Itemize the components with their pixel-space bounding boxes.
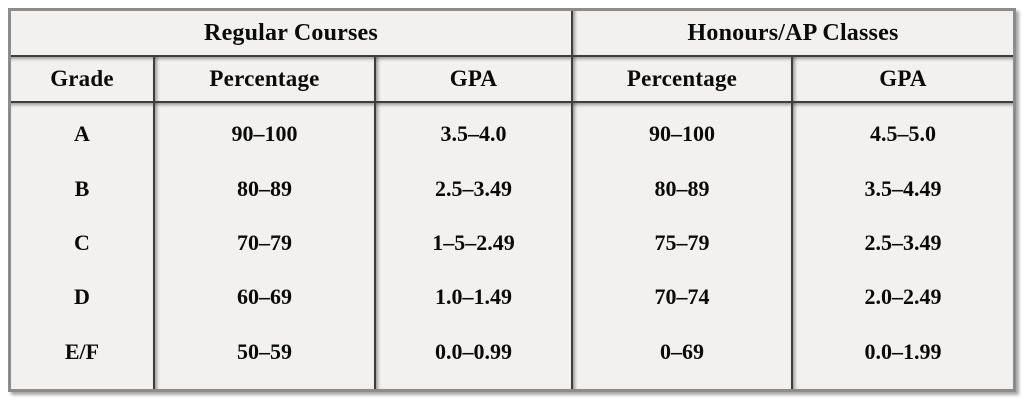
table-cell: 60–69	[237, 284, 292, 310]
table-cell: 1–5–2.49	[432, 229, 515, 255]
honours-percentage-column: 90–100 80–89 75–79 70–74 0–69	[571, 103, 791, 389]
table-cell: 1.0–1.49	[435, 284, 512, 310]
table-cell: 80–89	[237, 175, 292, 201]
table-cell: 90–100	[231, 121, 298, 147]
column-header-regular-percentage: Percentage	[153, 57, 374, 103]
table-cell: 2.0–2.49	[864, 284, 942, 310]
column-header-grade: Grade	[11, 57, 153, 103]
table-cell: 0–69	[660, 338, 704, 364]
table-cell: C	[74, 229, 90, 255]
table-cell: 2.5–3.49	[435, 175, 512, 201]
table-cell: 90–100	[649, 121, 715, 147]
table-cell: B	[74, 175, 90, 201]
table-cell: 4.5–5.0	[870, 121, 936, 147]
table-cell: 0.0–1.99	[864, 338, 942, 364]
grading-scale-table: Regular Courses Honours/AP Classes Grade…	[8, 8, 1016, 392]
table-cell: 2.5–3.49	[864, 229, 942, 255]
column-header-honours-percentage: Percentage	[571, 57, 791, 103]
table-cell: 70–74	[654, 284, 710, 310]
column-header-honours-gpa: GPA	[791, 57, 1013, 103]
group-header-honours-ap-classes: Honours/AP Classes	[571, 11, 1013, 57]
regular-gpa-column: 3.5–4.0 2.5–3.49 1–5–2.49 1.0–1.49 0.0–0…	[374, 103, 571, 389]
table-cell: 3.5–4.49	[864, 175, 942, 201]
table-cell: 70–79	[237, 229, 292, 255]
table-cell: E/F	[64, 338, 100, 364]
table-cell: 80–89	[654, 175, 710, 201]
honours-gpa-column: 4.5–5.0 3.5–4.49 2.5–3.49 2.0–2.49 0.0–1…	[791, 103, 1013, 389]
table-cell: D	[74, 284, 90, 310]
table-cell: 3.5–4.0	[440, 121, 507, 147]
column-header-regular-gpa: GPA	[374, 57, 571, 103]
table-cell: A	[74, 121, 90, 147]
grade-column: A B C D E/F	[11, 103, 153, 389]
table-cell: 0.0–0.99	[435, 338, 512, 364]
group-header-regular-courses: Regular Courses	[11, 11, 571, 57]
table-cell: 50–59	[237, 338, 292, 364]
regular-percentage-column: 90–100 80–89 70–79 60–69 50–59	[153, 103, 374, 389]
table-cell: 75–79	[654, 229, 710, 255]
